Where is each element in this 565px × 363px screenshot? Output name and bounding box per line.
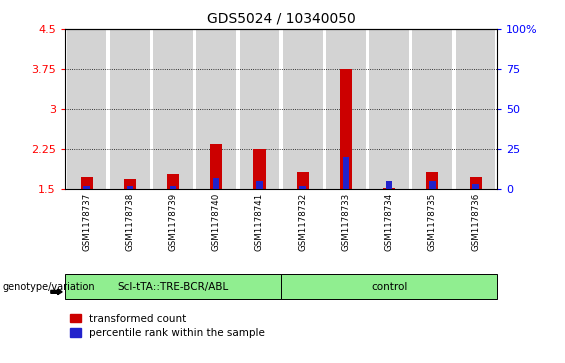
- Bar: [427, 172, 438, 189]
- Bar: [84, 185, 90, 189]
- Text: GSM1178737: GSM1178737: [82, 192, 91, 250]
- Bar: [213, 178, 219, 189]
- Bar: [170, 185, 176, 189]
- Bar: [127, 185, 133, 189]
- Bar: [429, 181, 436, 189]
- Bar: [370, 29, 409, 189]
- Bar: [297, 172, 308, 189]
- Bar: [343, 157, 349, 189]
- Bar: [210, 143, 222, 189]
- Text: genotype/variation: genotype/variation: [3, 282, 95, 292]
- Bar: [412, 29, 452, 189]
- Bar: [386, 181, 392, 189]
- Text: GSM1178732: GSM1178732: [298, 192, 307, 250]
- Text: GSM1178736: GSM1178736: [471, 192, 480, 250]
- Text: GSM1178741: GSM1178741: [255, 192, 264, 250]
- Title: GDS5024 / 10340050: GDS5024 / 10340050: [207, 11, 355, 25]
- Bar: [326, 29, 366, 189]
- Text: GSM1178739: GSM1178739: [168, 192, 177, 250]
- Bar: [110, 29, 150, 189]
- Bar: [470, 176, 481, 189]
- Text: GSM1178740: GSM1178740: [212, 192, 221, 250]
- Bar: [153, 29, 193, 189]
- Bar: [472, 184, 479, 189]
- Bar: [197, 29, 236, 189]
- Bar: [67, 29, 106, 189]
- Bar: [383, 188, 395, 189]
- Bar: [340, 69, 352, 189]
- Bar: [456, 29, 496, 189]
- Text: control: control: [371, 282, 407, 292]
- Text: GSM1178738: GSM1178738: [125, 192, 134, 250]
- Text: Scl-tTA::TRE-BCR/ABL: Scl-tTA::TRE-BCR/ABL: [118, 282, 229, 292]
- Bar: [65, 274, 281, 299]
- Text: GSM1178735: GSM1178735: [428, 192, 437, 250]
- Bar: [167, 174, 179, 189]
- Bar: [257, 181, 263, 189]
- Bar: [240, 29, 279, 189]
- Bar: [81, 176, 93, 189]
- Bar: [299, 185, 306, 189]
- Text: GSM1178734: GSM1178734: [385, 192, 394, 250]
- Text: GSM1178733: GSM1178733: [341, 192, 350, 250]
- Bar: [283, 29, 323, 189]
- Bar: [254, 149, 266, 189]
- Bar: [281, 274, 497, 299]
- Bar: [124, 179, 136, 189]
- Legend: transformed count, percentile rank within the sample: transformed count, percentile rank withi…: [70, 314, 265, 338]
